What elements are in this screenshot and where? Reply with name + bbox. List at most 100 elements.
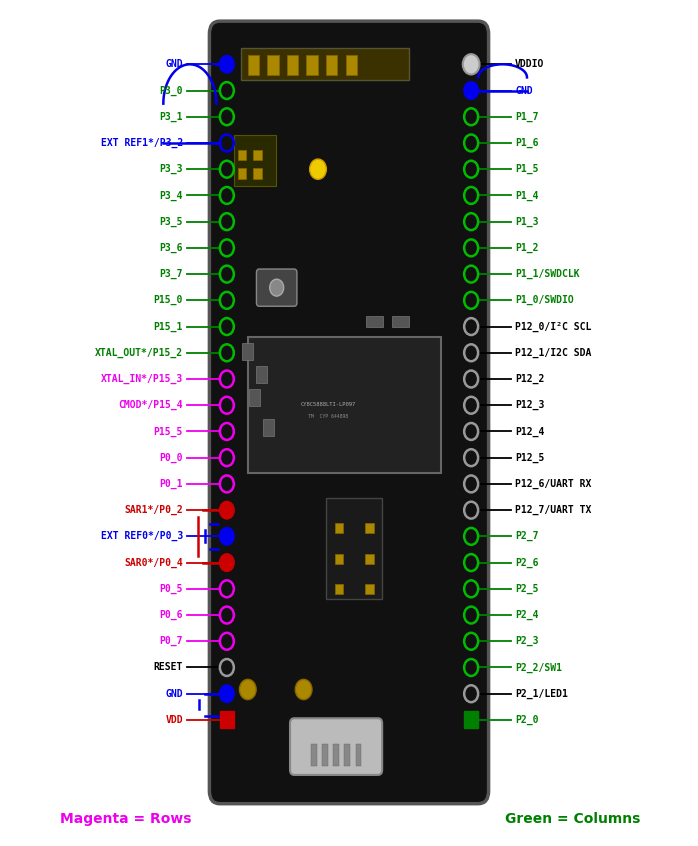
- Text: P15_1: P15_1: [154, 321, 183, 332]
- Circle shape: [463, 54, 480, 74]
- Text: P3_5: P3_5: [159, 217, 183, 227]
- Circle shape: [468, 638, 475, 645]
- Circle shape: [468, 690, 475, 697]
- Circle shape: [223, 663, 230, 672]
- Circle shape: [223, 297, 230, 305]
- Text: TM  CYP 644898: TM CYP 644898: [309, 414, 348, 419]
- Text: P3_4: P3_4: [159, 190, 183, 201]
- Text: P2_6: P2_6: [515, 558, 539, 568]
- Text: CY8C5888LTI-LP097: CY8C5888LTI-LP097: [301, 403, 356, 408]
- Circle shape: [220, 56, 234, 73]
- Bar: [248, 337, 441, 473]
- Circle shape: [220, 685, 234, 702]
- Circle shape: [223, 323, 230, 331]
- Text: P2_4: P2_4: [515, 610, 539, 620]
- Circle shape: [220, 502, 234, 519]
- Circle shape: [468, 428, 475, 436]
- Circle shape: [468, 558, 475, 567]
- Bar: [249, 389, 260, 406]
- Circle shape: [310, 159, 327, 179]
- Bar: [263, 419, 274, 436]
- Circle shape: [468, 376, 475, 382]
- Bar: [238, 150, 246, 160]
- FancyBboxPatch shape: [256, 269, 297, 306]
- Text: GND: GND: [165, 59, 183, 69]
- Circle shape: [223, 87, 230, 95]
- Bar: [326, 498, 382, 600]
- Bar: [234, 135, 276, 186]
- Circle shape: [223, 113, 230, 121]
- Text: P15_0: P15_0: [154, 295, 183, 305]
- Circle shape: [468, 663, 475, 672]
- Bar: [326, 55, 337, 75]
- Bar: [311, 744, 317, 766]
- Circle shape: [468, 533, 475, 541]
- Circle shape: [468, 192, 475, 200]
- Text: P3_0: P3_0: [159, 85, 183, 96]
- Bar: [334, 744, 339, 766]
- Circle shape: [468, 271, 475, 278]
- Text: P12_0/I²C SCL: P12_0/I²C SCL: [515, 321, 591, 332]
- Text: P1_0/SWDIO: P1_0/SWDIO: [515, 295, 574, 305]
- Text: P2_1/LED1: P2_1/LED1: [515, 689, 568, 699]
- Text: VDDIO: VDDIO: [515, 59, 544, 69]
- Circle shape: [468, 165, 475, 173]
- Bar: [346, 55, 357, 75]
- Circle shape: [223, 349, 230, 357]
- Bar: [365, 524, 373, 534]
- Circle shape: [468, 453, 475, 462]
- Circle shape: [295, 679, 312, 700]
- Circle shape: [468, 585, 475, 592]
- Circle shape: [223, 217, 230, 226]
- Text: P12_5: P12_5: [515, 453, 544, 463]
- Text: P0_6: P0_6: [159, 610, 183, 620]
- Bar: [238, 168, 246, 179]
- Bar: [365, 585, 373, 595]
- Circle shape: [464, 82, 478, 99]
- Circle shape: [223, 585, 230, 592]
- Text: RESET: RESET: [154, 662, 183, 673]
- Text: P0_1: P0_1: [159, 479, 183, 489]
- Circle shape: [223, 402, 230, 409]
- Circle shape: [223, 165, 230, 173]
- Circle shape: [223, 428, 230, 436]
- Text: P2_7: P2_7: [515, 531, 539, 541]
- Circle shape: [468, 402, 475, 409]
- Text: P3_6: P3_6: [159, 243, 183, 253]
- Circle shape: [223, 611, 230, 619]
- Text: EXT REF1*/P3_2: EXT REF1*/P3_2: [101, 138, 183, 148]
- Circle shape: [223, 638, 230, 645]
- Circle shape: [468, 113, 475, 121]
- Text: P1_4: P1_4: [515, 190, 539, 201]
- Circle shape: [468, 244, 475, 252]
- Circle shape: [468, 297, 475, 305]
- Text: XTAL_IN*/P15_3: XTAL_IN*/P15_3: [101, 374, 183, 384]
- Text: P2_0: P2_0: [515, 715, 539, 725]
- Bar: [248, 55, 259, 75]
- Bar: [287, 55, 298, 75]
- Text: P3_3: P3_3: [159, 164, 183, 174]
- Text: P1_2: P1_2: [515, 243, 539, 253]
- Text: P3_7: P3_7: [159, 269, 183, 279]
- Bar: [334, 524, 343, 534]
- Text: SAR1*/P0_2: SAR1*/P0_2: [124, 505, 183, 515]
- Circle shape: [223, 140, 230, 147]
- Bar: [253, 150, 262, 160]
- Text: P12_6/UART RX: P12_6/UART RX: [515, 479, 591, 489]
- Bar: [366, 316, 383, 327]
- Circle shape: [223, 376, 230, 382]
- Circle shape: [468, 140, 475, 147]
- Text: Magenta = Rows: Magenta = Rows: [60, 812, 191, 826]
- Circle shape: [220, 528, 234, 545]
- Text: GND: GND: [515, 85, 533, 96]
- Circle shape: [468, 217, 475, 226]
- Circle shape: [223, 192, 230, 200]
- Text: P1_1/SWDCLK: P1_1/SWDCLK: [515, 269, 580, 279]
- Bar: [365, 554, 373, 564]
- Text: P12_3: P12_3: [515, 400, 544, 410]
- Circle shape: [468, 481, 475, 487]
- Circle shape: [239, 679, 256, 700]
- Bar: [306, 55, 318, 75]
- Text: XTAL_OUT*/P15_2: XTAL_OUT*/P15_2: [95, 348, 183, 358]
- Text: P1_5: P1_5: [515, 164, 539, 174]
